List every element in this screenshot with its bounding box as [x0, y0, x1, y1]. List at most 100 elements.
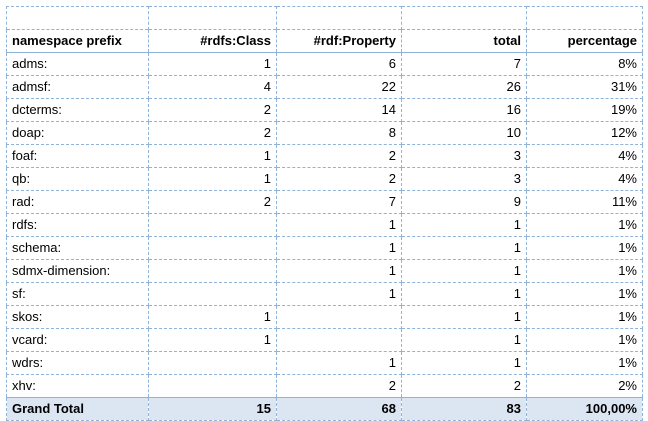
- header-namespace-prefix[interactable]: namespace prefix: [6, 29, 149, 53]
- cell-classes[interactable]: [148, 213, 277, 237]
- grand-total-properties[interactable]: 68: [276, 397, 402, 421]
- cell-prefix[interactable]: sdmx-dimension:: [6, 259, 149, 283]
- cell-prefix[interactable]: xhv:: [6, 374, 149, 398]
- table-row: adms: 1 6 7 8%: [6, 52, 643, 76]
- cell-percentage[interactable]: 1%: [526, 282, 643, 306]
- table-row: sf: 1 1 1%: [6, 282, 643, 306]
- cell-total[interactable]: 2: [401, 374, 527, 398]
- cell-total[interactable]: 16: [401, 98, 527, 122]
- cell-prefix[interactable]: wdrs:: [6, 351, 149, 375]
- header-percentage[interactable]: percentage: [526, 29, 643, 53]
- cell-classes[interactable]: 2: [148, 98, 277, 122]
- cell-classes[interactable]: 2: [148, 190, 277, 214]
- cell-percentage[interactable]: 2%: [526, 374, 643, 398]
- cell-percentage[interactable]: 1%: [526, 213, 643, 237]
- cell-total[interactable]: 26: [401, 75, 527, 99]
- empty-cell[interactable]: [401, 6, 527, 30]
- cell-prefix[interactable]: doap:: [6, 121, 149, 145]
- cell-percentage[interactable]: 1%: [526, 305, 643, 329]
- cell-properties[interactable]: [276, 305, 402, 329]
- header-rdfs-class[interactable]: #rdfs:Class: [148, 29, 277, 53]
- empty-cell[interactable]: [148, 6, 277, 30]
- cell-properties[interactable]: 2: [276, 167, 402, 191]
- cell-classes[interactable]: [148, 351, 277, 375]
- cell-percentage[interactable]: 4%: [526, 167, 643, 191]
- cell-total[interactable]: 10: [401, 121, 527, 145]
- cell-prefix[interactable]: dcterms:: [6, 98, 149, 122]
- grand-total-total[interactable]: 83: [401, 397, 527, 421]
- header-rdf-property[interactable]: #rdf:Property: [276, 29, 402, 53]
- cell-properties[interactable]: 7: [276, 190, 402, 214]
- cell-properties[interactable]: 8: [276, 121, 402, 145]
- cell-classes[interactable]: 1: [148, 305, 277, 329]
- cell-percentage[interactable]: 12%: [526, 121, 643, 145]
- cell-total[interactable]: 1: [401, 282, 527, 306]
- cell-classes[interactable]: [148, 236, 277, 260]
- cell-percentage[interactable]: 4%: [526, 144, 643, 168]
- cell-total[interactable]: 1: [401, 305, 527, 329]
- cell-percentage[interactable]: 19%: [526, 98, 643, 122]
- cell-prefix[interactable]: qb:: [6, 167, 149, 191]
- cell-prefix[interactable]: vcard:: [6, 328, 149, 352]
- cell-total[interactable]: 1: [401, 259, 527, 283]
- cell-classes[interactable]: 1: [148, 144, 277, 168]
- cell-prefix[interactable]: schema:: [6, 236, 149, 260]
- cell-prefix[interactable]: foaf:: [6, 144, 149, 168]
- table-row: xhv: 2 2 2%: [6, 374, 643, 398]
- cell-prefix[interactable]: rdfs:: [6, 213, 149, 237]
- cell-properties[interactable]: 14: [276, 98, 402, 122]
- cell-properties[interactable]: 2: [276, 144, 402, 168]
- grand-total-label[interactable]: Grand Total: [6, 397, 149, 421]
- cell-prefix[interactable]: rad:: [6, 190, 149, 214]
- grand-total-percentage[interactable]: 100,00%: [526, 397, 643, 421]
- cell-prefix[interactable]: sf:: [6, 282, 149, 306]
- cell-classes[interactable]: 4: [148, 75, 277, 99]
- cell-classes[interactable]: [148, 374, 277, 398]
- cell-properties[interactable]: [276, 328, 402, 352]
- empty-cell[interactable]: [276, 6, 402, 30]
- cell-total[interactable]: 1: [401, 213, 527, 237]
- cell-properties[interactable]: 1: [276, 282, 402, 306]
- cell-total[interactable]: 1: [401, 328, 527, 352]
- cell-properties[interactable]: 2: [276, 374, 402, 398]
- cell-total[interactable]: 9: [401, 190, 527, 214]
- cell-percentage[interactable]: 8%: [526, 52, 643, 76]
- empty-cell[interactable]: [6, 6, 149, 30]
- cell-prefix[interactable]: skos:: [6, 305, 149, 329]
- cell-percentage[interactable]: 1%: [526, 259, 643, 283]
- header-total[interactable]: total: [401, 29, 527, 53]
- grand-total-row: Grand Total 15 68 83 100,00%: [6, 397, 643, 421]
- cell-percentage[interactable]: 1%: [526, 328, 643, 352]
- cell-total[interactable]: 1: [401, 236, 527, 260]
- cell-total[interactable]: 3: [401, 144, 527, 168]
- cell-prefix[interactable]: adms:: [6, 52, 149, 76]
- table-row: wdrs: 1 1 1%: [6, 351, 643, 375]
- cell-properties[interactable]: 1: [276, 351, 402, 375]
- cell-properties[interactable]: 1: [276, 213, 402, 237]
- table-row: sdmx-dimension: 1 1 1%: [6, 259, 643, 283]
- cell-classes[interactable]: [148, 259, 277, 283]
- cell-classes[interactable]: 1: [148, 52, 277, 76]
- cell-total[interactable]: 3: [401, 167, 527, 191]
- cell-classes[interactable]: 1: [148, 328, 277, 352]
- cell-properties[interactable]: 6: [276, 52, 402, 76]
- cell-total[interactable]: 7: [401, 52, 527, 76]
- cell-properties[interactable]: 1: [276, 236, 402, 260]
- table-row: doap: 2 8 10 12%: [6, 121, 643, 145]
- cell-percentage[interactable]: 1%: [526, 236, 643, 260]
- grand-total-classes[interactable]: 15: [148, 397, 277, 421]
- cell-percentage[interactable]: 11%: [526, 190, 643, 214]
- cell-properties[interactable]: 22: [276, 75, 402, 99]
- table-body: adms: 1 6 7 8% admsf: 4 22 26 31% dcterms: 2 14 16 19%…: [6, 52, 643, 398]
- empty-cell[interactable]: [526, 6, 643, 30]
- cell-classes[interactable]: 1: [148, 167, 277, 191]
- cell-classes[interactable]: 2: [148, 121, 277, 145]
- cell-prefix[interactable]: admsf:: [6, 75, 149, 99]
- cell-percentage[interactable]: 31%: [526, 75, 643, 99]
- table-row: foaf: 1 2 3 4%: [6, 144, 643, 168]
- cell-properties[interactable]: 1: [276, 259, 402, 283]
- cell-total[interactable]: 1: [401, 351, 527, 375]
- table-row: skos: 1 1 1%: [6, 305, 643, 329]
- cell-classes[interactable]: [148, 282, 277, 306]
- cell-percentage[interactable]: 1%: [526, 351, 643, 375]
